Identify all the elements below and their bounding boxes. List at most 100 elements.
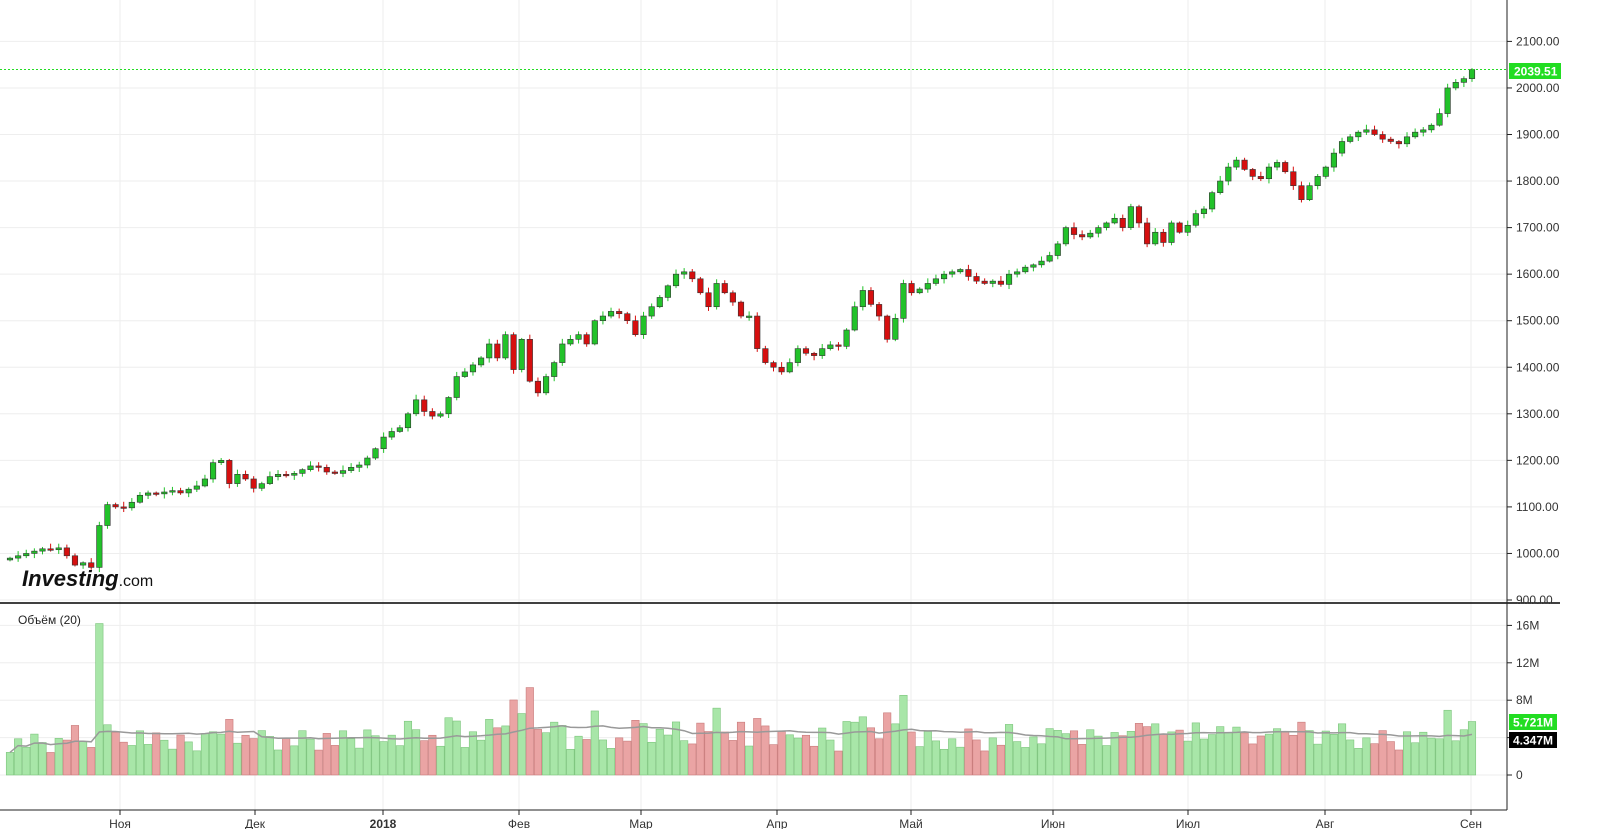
candle-body: [177, 490, 184, 494]
volume-bar: [127, 745, 136, 776]
candle-body: [1005, 273, 1013, 285]
candle: [478, 356, 485, 368]
volume-bar: [14, 738, 23, 776]
volume-bar: [338, 730, 348, 776]
candle: [1322, 165, 1329, 179]
candle: [80, 561, 87, 569]
candle-body: [1452, 82, 1459, 89]
candle: [835, 342, 842, 351]
volume-bar: [875, 738, 884, 776]
volume-bar: [1053, 730, 1062, 776]
volume-tick-label: 12M: [1516, 656, 1539, 670]
volume-bar: [834, 750, 843, 776]
candle: [218, 458, 225, 466]
candle: [274, 470, 282, 481]
volume-bar: [517, 713, 526, 776]
volume-bar: [704, 731, 713, 776]
candle: [705, 287, 712, 311]
candle-body: [1241, 159, 1248, 170]
candle: [559, 338, 566, 366]
candle: [1265, 163, 1273, 184]
volume-bar: [306, 738, 315, 776]
candle-body: [218, 460, 225, 463]
candle-body: [802, 348, 810, 354]
price-tick-label: 1000.00: [1516, 546, 1560, 560]
candle: [924, 278, 931, 293]
volume-bar: [550, 721, 559, 776]
volume-bar: [850, 721, 859, 776]
candle: [1249, 168, 1256, 181]
volume-bar: [533, 729, 542, 776]
candle-body: [266, 476, 273, 484]
volume-bar: [1467, 721, 1477, 776]
candle-body: [104, 504, 111, 526]
candle: [949, 269, 956, 278]
volume-bars: [5, 623, 1477, 776]
candle-body: [1127, 206, 1134, 228]
candle: [1022, 264, 1029, 274]
candle: [851, 301, 858, 332]
candle: [591, 319, 598, 346]
candle-body: [429, 411, 436, 417]
candle: [1038, 256, 1045, 268]
candle: [185, 487, 192, 498]
candle-body: [47, 548, 54, 551]
volume-bar: [103, 724, 112, 776]
candle-body: [916, 288, 923, 294]
candle: [518, 337, 525, 373]
volume-bar: [257, 730, 266, 776]
candle-body: [112, 504, 119, 508]
candle: [1062, 225, 1069, 247]
candle: [88, 558, 95, 570]
candle: [900, 279, 907, 323]
candle: [640, 311, 647, 339]
candle: [827, 341, 834, 351]
volume-bar: [1126, 730, 1135, 776]
candle-body: [1460, 78, 1467, 83]
volume-bar: [810, 745, 819, 776]
candle: [23, 549, 30, 559]
volume-bar: [688, 743, 697, 776]
candle: [762, 345, 769, 365]
candle: [1014, 268, 1021, 278]
candle: [112, 502, 119, 509]
volume-bar: [1167, 731, 1176, 776]
volume-bar: [1370, 743, 1379, 776]
candle: [746, 311, 753, 321]
candle: [494, 339, 501, 362]
volume-bar: [607, 748, 616, 776]
candle: [1184, 220, 1191, 236]
candle-body: [965, 269, 972, 277]
volume-tick-label: 16M: [1516, 618, 1539, 632]
candle: [356, 461, 363, 472]
candle: [664, 284, 671, 302]
candle: [1111, 213, 1118, 225]
volume-bar: [1435, 738, 1444, 776]
candle: [1168, 220, 1175, 246]
candle: [413, 394, 420, 417]
candle: [1176, 221, 1183, 234]
candle: [1306, 182, 1313, 202]
candle: [770, 360, 777, 372]
candle-body: [1217, 180, 1224, 193]
candle: [648, 303, 655, 319]
candle-body: [63, 547, 70, 557]
candle: [1274, 159, 1281, 171]
volume-bar: [322, 733, 331, 776]
candle: [1387, 136, 1394, 144]
candle: [981, 278, 988, 285]
volume-bar: [931, 740, 940, 776]
candle-body: [672, 273, 680, 287]
volume-bar: [79, 741, 88, 776]
candle-body: [1200, 208, 1208, 214]
candle: [819, 343, 826, 359]
candle-body: [510, 334, 517, 370]
candle-body: [762, 348, 769, 363]
candle-body: [1314, 176, 1321, 187]
candle-body: [486, 343, 493, 359]
candle-body: [307, 465, 314, 470]
volume-bar: [160, 739, 169, 776]
volume-bar: [696, 722, 705, 776]
volume-bar: [1386, 741, 1395, 776]
volume-bar: [1061, 733, 1070, 776]
